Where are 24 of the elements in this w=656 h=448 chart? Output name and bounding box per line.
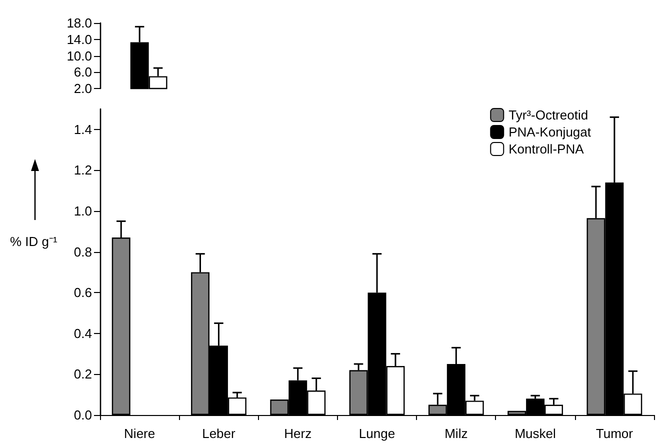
- x-tick-label: Muskel: [514, 426, 556, 441]
- legend-label: Tyr³-Octreotid: [508, 108, 588, 122]
- legend-label: PNA-Konjugat: [508, 124, 592, 140]
- x-tick-label: Tumor: [596, 426, 634, 441]
- y-tick-label: 2.0: [74, 81, 92, 96]
- x-tick-label: Milz: [444, 426, 468, 441]
- y-tick-label: 14.0: [66, 32, 92, 47]
- y-tick-label: 0.0: [74, 408, 92, 422]
- y-tick-label: 18.0: [66, 16, 92, 30]
- legend-label: Kontroll-PNA: [508, 142, 584, 156]
- y-tick-label: 0.2: [74, 366, 92, 382]
- x-tick-label: Lunge: [358, 426, 396, 441]
- y-tick-label: 1.0: [74, 204, 92, 218]
- y-tick-label: 1.2: [74, 162, 92, 178]
- x-tick-label: Leber: [202, 426, 236, 441]
- y-axis-title: % ID g⁻¹: [10, 234, 58, 249]
- y-tick-label: 0.6: [74, 285, 92, 300]
- x-tick-label: Niere: [124, 426, 156, 441]
- y-tick-label: 1.4: [74, 122, 92, 137]
- y-tick-label: 6.0: [74, 64, 92, 80]
- y-tick-label: 10.0: [66, 48, 92, 64]
- x-tick-label: Herz: [284, 426, 312, 441]
- y-tick-label: 0.4: [74, 326, 92, 341]
- y-tick-label: 0.8: [74, 244, 92, 260]
